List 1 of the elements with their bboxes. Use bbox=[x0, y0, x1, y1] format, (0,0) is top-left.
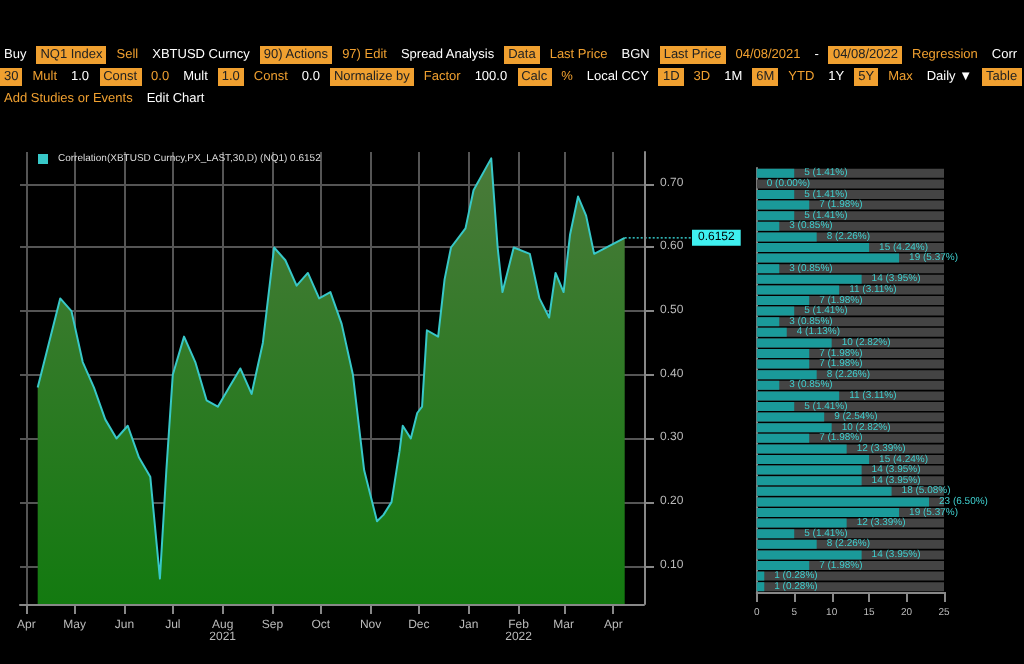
bar bbox=[756, 168, 795, 178]
